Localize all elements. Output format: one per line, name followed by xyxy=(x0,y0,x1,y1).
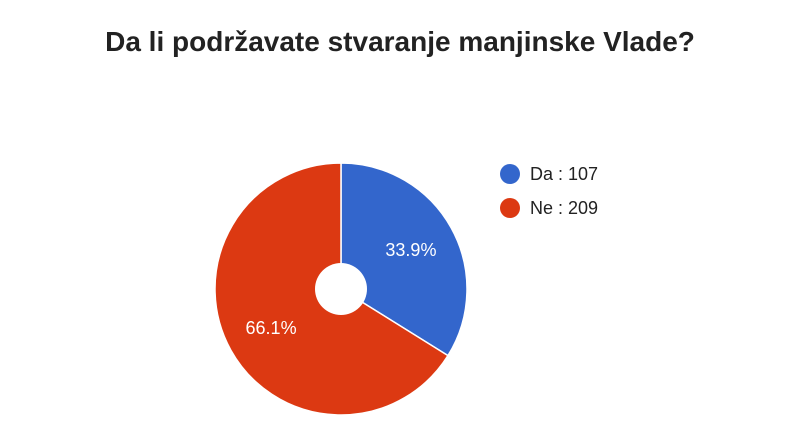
legend-swatch-ne xyxy=(500,198,520,218)
legend-swatch-da xyxy=(500,164,520,184)
slice-label-ne: 66.1% xyxy=(246,318,297,338)
legend-item-ne[interactable]: Ne : 209 xyxy=(500,196,598,220)
legend-label-ne: Ne : 209 xyxy=(530,197,599,218)
legend-label-da: Da : 107 xyxy=(530,163,599,184)
pie-slice-da[interactable] xyxy=(340,162,468,357)
donut-hole xyxy=(315,263,367,315)
slice-label-da: 33.9% xyxy=(385,240,436,260)
legend: Da : 107 Ne : 209 xyxy=(500,162,598,230)
legend-item-da[interactable]: Da : 107 xyxy=(500,162,598,186)
chart-title: Da li podržavate stvaranje manjinske Vla… xyxy=(105,26,695,57)
